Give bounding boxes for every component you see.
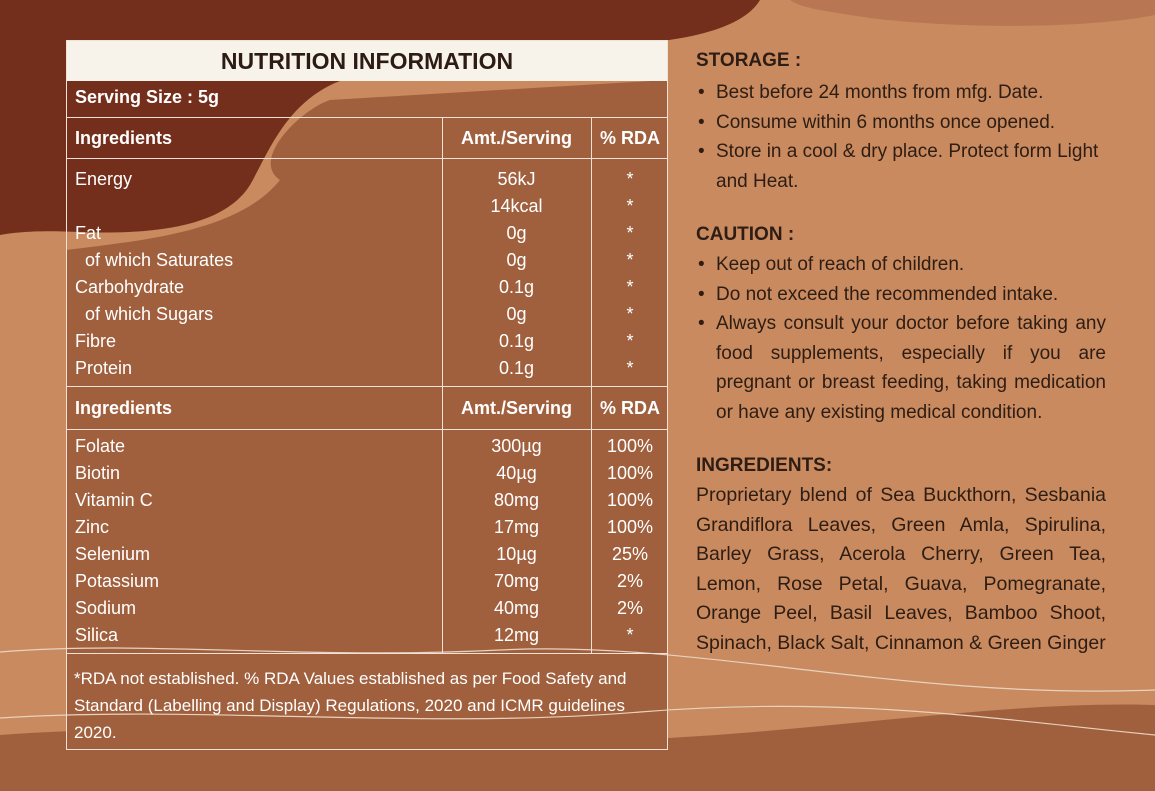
row-rda: * bbox=[626, 358, 634, 378]
row-name: Vitamin C bbox=[75, 490, 153, 510]
row-amount: 10µg bbox=[496, 544, 537, 564]
row-amount: 56kJ bbox=[497, 169, 536, 189]
background-line-1 bbox=[0, 647, 1155, 692]
storage-heading: STORAGE : bbox=[696, 50, 802, 71]
background-top-right-shape bbox=[790, 0, 1155, 26]
row-name: of which Sugars bbox=[85, 304, 214, 324]
row-rda: 100% bbox=[606, 463, 654, 483]
row-amount: 12mg bbox=[493, 625, 540, 645]
row-name: Sodium bbox=[75, 598, 137, 618]
row-amount: 0.1g bbox=[498, 277, 535, 297]
column-divider-amount bbox=[442, 117, 443, 653]
row-name: Fibre bbox=[75, 331, 117, 351]
ingredients-heading: INGREDIENTS: bbox=[696, 455, 833, 476]
row-rda: * bbox=[626, 277, 634, 297]
ingredients-text: Proprietary blend of Sea Buckthorn, Sesb… bbox=[696, 484, 1106, 654]
list-item: Do not exceed the recommended intake. bbox=[696, 280, 1106, 310]
row-name: Fat bbox=[75, 223, 102, 243]
list-item: Always consult your doctor before taking… bbox=[696, 309, 1106, 427]
row-rda: 100% bbox=[606, 517, 654, 537]
row-amount: 14kcal bbox=[490, 196, 543, 216]
row-name: of which Saturates bbox=[85, 250, 234, 270]
row-amount: 0.1g bbox=[498, 358, 535, 378]
row-rda: 2% bbox=[616, 598, 643, 618]
divider-section2 bbox=[67, 653, 667, 654]
list-item: Consume within 6 months once opened. bbox=[696, 108, 1106, 138]
divider-header2 bbox=[67, 429, 667, 430]
divider-header1 bbox=[67, 158, 667, 159]
row-rda: * bbox=[626, 304, 634, 324]
row-name: Selenium bbox=[75, 544, 151, 564]
list-item: Keep out of reach of children. bbox=[696, 250, 1106, 280]
rda-footnote: *RDA not established. % RDA Values estab… bbox=[74, 669, 627, 742]
background-line-2 bbox=[0, 705, 1155, 736]
row-rda: * bbox=[626, 331, 634, 351]
row-name: Potassium bbox=[75, 571, 160, 591]
row-name: Energy bbox=[75, 169, 133, 189]
header1-amount: Amt./Serving bbox=[460, 128, 573, 148]
row-rda: 2% bbox=[616, 571, 643, 591]
row-name: Carbohydrate bbox=[75, 277, 185, 297]
nutrition-title: NUTRITION INFORMATION bbox=[67, 41, 667, 81]
serving-size: Serving Size : 5g bbox=[75, 87, 220, 107]
divider-section1 bbox=[67, 386, 667, 387]
caution-list: Keep out of reach of children. Do not ex… bbox=[696, 250, 1106, 427]
caution-heading: CAUTION : bbox=[696, 224, 795, 245]
row-amount: 17mg bbox=[493, 517, 540, 537]
header1-rda: % RDA bbox=[599, 128, 660, 148]
row-rda: 100% bbox=[606, 490, 654, 510]
row-amount: 40µg bbox=[496, 463, 537, 483]
row-name: Folate bbox=[75, 436, 126, 456]
background-bottom-wave bbox=[0, 704, 1155, 791]
row-rda: * bbox=[626, 250, 634, 270]
row-rda: 25% bbox=[611, 544, 649, 564]
storage-list: Best before 24 months from mfg. Date. Co… bbox=[696, 78, 1106, 196]
list-item: Store in a cool & dry place. Protect for… bbox=[696, 137, 1106, 196]
row-name: Protein bbox=[75, 358, 133, 378]
nutrition-panel: NUTRITION INFORMATION Serving Size : 5g … bbox=[66, 40, 668, 750]
row-amount: 0g bbox=[506, 250, 527, 270]
row-name: Biotin bbox=[75, 463, 121, 483]
row-amount: 300µg bbox=[491, 436, 542, 456]
row-amount: 40mg bbox=[493, 598, 540, 618]
header2-ingredients: Ingredients bbox=[75, 398, 173, 418]
row-rda: * bbox=[626, 169, 634, 189]
row-rda: * bbox=[626, 196, 634, 216]
divider-serving bbox=[67, 117, 667, 118]
row-rda: 100% bbox=[606, 436, 654, 456]
row-rda: * bbox=[626, 625, 634, 645]
row-amount: 0g bbox=[506, 304, 527, 324]
header2-rda: % RDA bbox=[599, 398, 660, 418]
row-name: Silica bbox=[75, 625, 119, 645]
row-amount: 0.1g bbox=[498, 331, 535, 351]
row-amount: 0g bbox=[506, 223, 527, 243]
row-amount: 80mg bbox=[493, 490, 540, 510]
info-column: STORAGE : Best before 24 months from mfg… bbox=[696, 50, 1106, 658]
row-name: Zinc bbox=[75, 517, 110, 537]
header1-ingredients: Ingredients bbox=[75, 128, 173, 148]
background-panel-shape bbox=[66, 80, 668, 750]
row-amount: 70mg bbox=[493, 571, 540, 591]
list-item: Best before 24 months from mfg. Date. bbox=[696, 78, 1106, 108]
row-rda: * bbox=[626, 223, 634, 243]
column-divider-rda bbox=[591, 117, 592, 653]
header2-amount: Amt./Serving bbox=[460, 398, 573, 418]
